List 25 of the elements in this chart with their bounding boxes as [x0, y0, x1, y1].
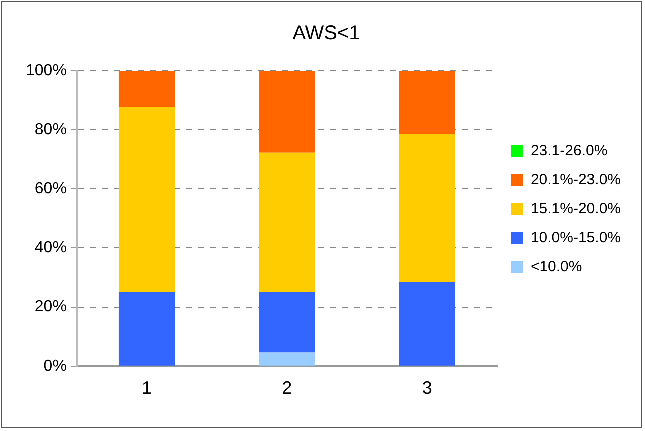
bar — [118, 71, 176, 108]
y-tick-label: 0% — [44, 358, 67, 375]
bar — [399, 134, 456, 282]
y-tick-label: 60% — [34, 180, 67, 198]
bar — [118, 107, 176, 293]
x-tick-label: 1 — [142, 378, 152, 398]
y-tick-label: 100% — [26, 62, 67, 80]
bar — [259, 292, 316, 353]
bar — [399, 282, 456, 366]
bar — [118, 292, 176, 366]
bar — [259, 152, 316, 293]
chart-title: AWS<1 — [292, 22, 360, 45]
legend-label: <10.0% — [530, 258, 582, 276]
x-tick-label: 2 — [282, 378, 292, 398]
y-tick-label: 40% — [34, 240, 67, 257]
bar — [259, 71, 316, 153]
legend-label: 20.1%-23.0% — [530, 172, 622, 189]
x-tick-label: 3 — [422, 378, 432, 398]
y-tick-label: 20% — [34, 298, 67, 316]
y-tick-label: 80% — [34, 121, 67, 138]
legend-label: 23.1-26.0% — [530, 142, 608, 160]
bar — [259, 352, 316, 366]
bar — [399, 71, 456, 135]
legend-label: 15.1%-20.0% — [530, 200, 622, 218]
legend-label: 10.0%-15.0% — [530, 230, 622, 247]
